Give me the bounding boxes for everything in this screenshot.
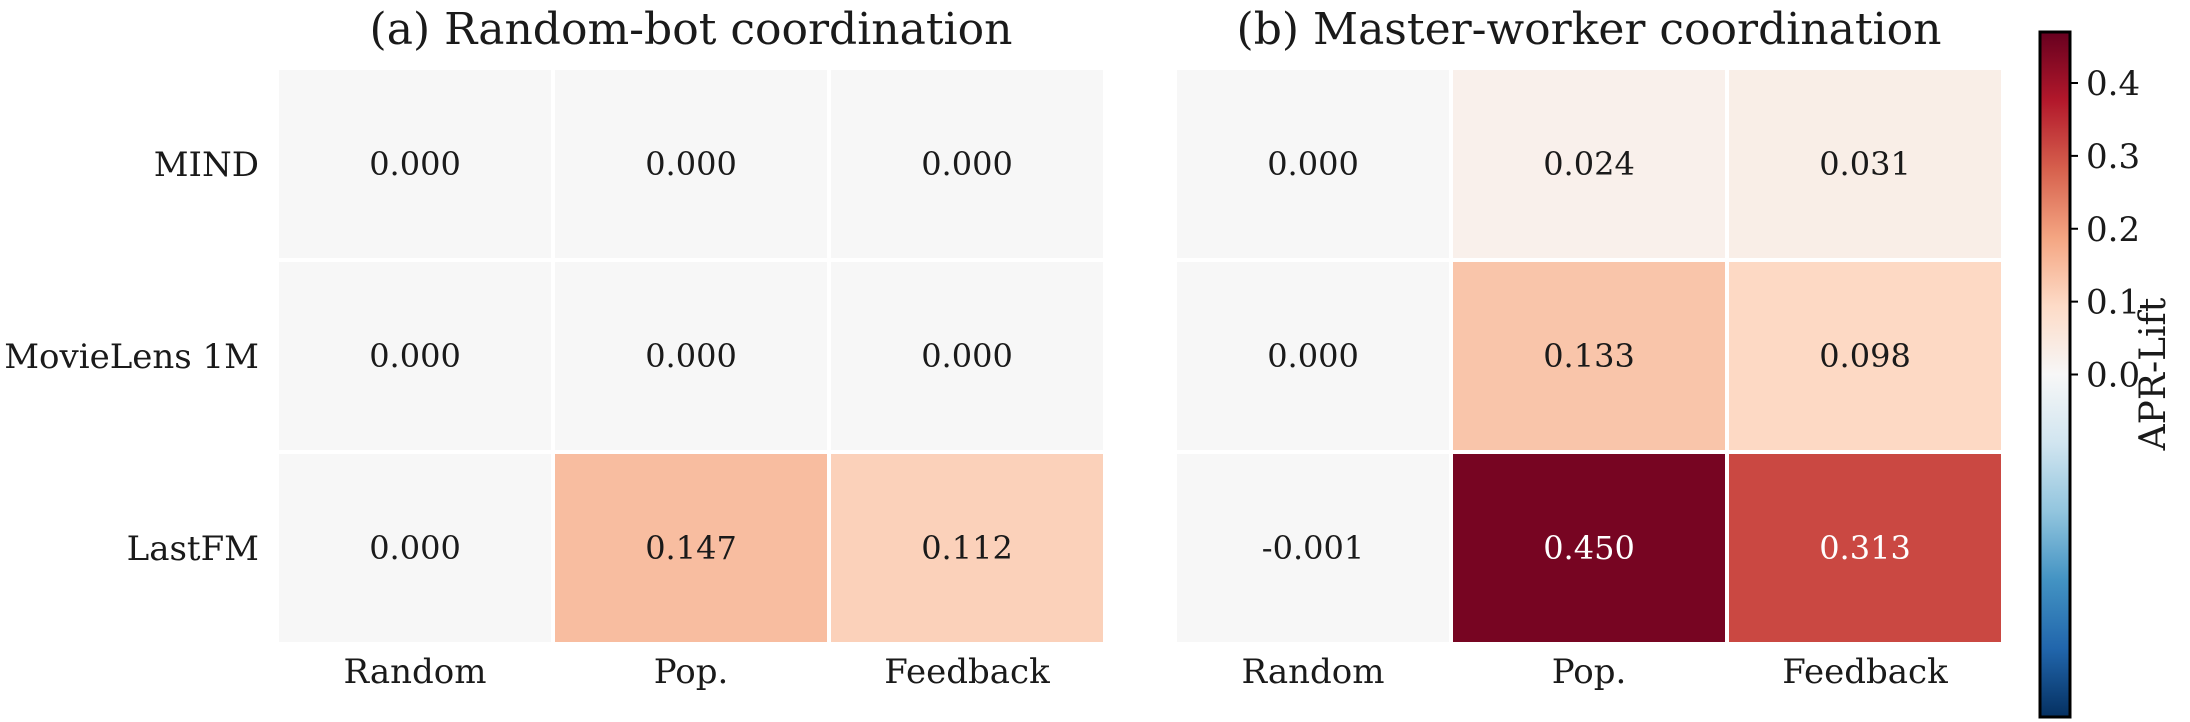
- heatmap-cell: [1449, 450, 1729, 646]
- cell-value-label: 0.000: [369, 529, 461, 567]
- y-tick-label: MIND: [154, 145, 259, 185]
- heatmap-cell: [275, 450, 555, 646]
- heatmap-cell: [827, 450, 1107, 646]
- heatmap-cell: [1173, 450, 1453, 646]
- colorbar: 0.0 0.1 0.2 0.3 0.4 APR-Lift: [2038, 30, 2174, 719]
- y-tick-label: LastFM: [127, 529, 259, 569]
- cell-value-label: 0.133: [1543, 337, 1635, 375]
- heatmap-cell: [1173, 66, 1453, 262]
- x-tick-label: Pop.: [654, 652, 729, 692]
- cell-value-label: -0.001: [1262, 529, 1364, 567]
- heatmap-panel: (a) Random-bot coordination 0.000 0.000 0.0…: [4, 4, 1107, 692]
- panel-title: (b) Master-worker coordination: [1237, 4, 1942, 55]
- colorbar-tick-label: 0.4: [2086, 64, 2140, 104]
- cell-value-label: 0.000: [645, 145, 737, 183]
- cell-value-label: 0.000: [921, 337, 1013, 375]
- cell-value-label: 0.000: [645, 337, 737, 375]
- colorbar-tick-label: 0.0: [2086, 356, 2140, 396]
- heatmap-cell: [1449, 258, 1729, 454]
- panel-title: (a) Random-bot coordination: [370, 4, 1013, 55]
- x-tick-label: Feedback: [1782, 652, 1948, 692]
- cell-value-label: 0.000: [921, 145, 1013, 183]
- heatmap-cell: [1725, 66, 2005, 262]
- colorbar-tick-label: 0.3: [2086, 137, 2140, 177]
- heatmap-cell: [827, 66, 1107, 262]
- colorbar-tick-label: 0.1: [2086, 283, 2140, 323]
- heatmap-panel: (b) Master-worker coordination 0.000 0.024…: [1173, 4, 2005, 692]
- heatmap-cell: [827, 258, 1107, 454]
- cell-value-label: 0.313: [1819, 529, 1911, 567]
- heatmap-cell: [551, 450, 831, 646]
- cell-value-label: 0.098: [1819, 337, 1911, 375]
- heatmap-cell: [551, 66, 831, 262]
- x-tick-label: Random: [1241, 652, 1384, 692]
- cell-value-label: 0.000: [369, 145, 461, 183]
- cell-value-label: 0.000: [369, 337, 461, 375]
- cell-value-label: 0.450: [1543, 529, 1635, 567]
- colorbar-tick-label: 0.2: [2086, 210, 2140, 250]
- x-tick-label: Pop.: [1552, 652, 1627, 692]
- cell-value-label: 0.000: [1267, 337, 1359, 375]
- cell-value-label: 0.112: [921, 529, 1013, 567]
- heatmap-cell: [1725, 450, 2005, 646]
- y-tick-label: MovieLens 1M: [4, 337, 259, 377]
- x-tick-label: Random: [343, 652, 486, 692]
- colorbar-gradient: [2038, 30, 2072, 719]
- cell-value-label: 0.000: [1267, 145, 1359, 183]
- x-tick-label: Feedback: [884, 652, 1050, 692]
- cell-value-label: 0.147: [645, 529, 737, 567]
- cell-value-label: 0.031: [1819, 145, 1911, 183]
- heatmap-cell: [275, 66, 555, 262]
- cell-value-label: 0.024: [1543, 145, 1635, 183]
- colorbar-label: APR-Lift: [2133, 297, 2174, 451]
